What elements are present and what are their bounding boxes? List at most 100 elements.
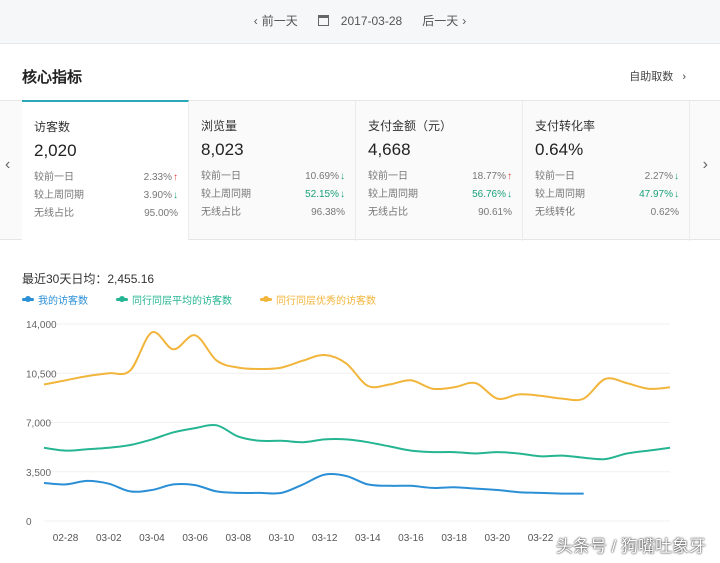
row-value: 95.00% [144,208,178,219]
series-line-mine [43,472,584,495]
chevron-right-icon: › [682,71,686,83]
row-name: 较上周同期 [201,189,251,200]
section-title: 核心指标 [22,69,83,86]
date-bar: ‹ 前一天 2017-03-28 后一天 › [0,0,720,44]
x-tick-label: 03-12 [312,533,338,544]
row-name: 较上周同期 [368,189,418,200]
metric-value: 2,020 [34,141,77,160]
series-line-peer-best [43,331,671,402]
y-tick-label: 14,000 [26,320,57,331]
row-value: 3.90% [143,190,172,201]
current-date: 2017-03-28 [340,13,403,28]
metric-label: 浏览量 [201,119,238,133]
average-summary: 最近30天日均：2,455.16 [22,272,155,286]
row-name: 较前一日 [201,171,241,182]
row-value: 96.38% [311,207,345,218]
x-tick-label: 03-02 [96,533,122,544]
metric-card-visitors[interactable]: 访客数 2,020 较前一日 2.33% ↑ 较上周同期 3.90% ↓ 无线占比 95.… [22,100,189,240]
arrow-up-icon: ↑ [173,172,178,183]
legend-line-icon [260,296,272,302]
metric-row: 较上周同期 47.97% ↓ [535,186,679,204]
x-tick-label: 03-04 [139,533,165,544]
y-tick-label: 10,500 [26,369,57,380]
metric-row: 较前一日 2.33% ↑ [34,169,178,187]
metric-row: 无线转化 0.62% [535,204,679,222]
prev-day-button[interactable]: ‹ 前一天 [254,12,298,29]
y-tick-label: 7,000 [26,419,51,430]
row-name: 无线占比 [34,208,74,219]
metric-row: 较前一日 10.69% ↓ [201,168,345,186]
row-value: 0.62% [650,207,679,218]
row-name: 无线占比 [201,207,241,218]
metric-value: 8,023 [201,140,244,159]
metric-label: 支付转化率 [535,119,596,133]
self-fetch-link[interactable]: 自助取数 › [629,68,686,84]
arrow-down-icon: ↓ [674,189,679,200]
row-name: 无线转化 [535,207,575,218]
metrics-carousel: ‹ 访客数 2,020 较前一日 2.33% ↑ 较上周同期 3.90% ↓ 无线占比 9… [0,100,720,241]
row-name: 较前一日 [368,171,408,182]
row-name: 较前一日 [535,171,575,182]
watermark-text: 头条号 / 狗嘴吐象牙 [555,537,706,556]
legend-item-mine[interactable]: 我的访客数 [22,292,88,307]
metric-card-conversion[interactable]: 支付转化率 0.64% 较前一日 2.27% ↓ 较上周同期 47.97% ↓ 无线转化… [523,101,690,241]
legend-line-icon [116,296,128,302]
row-value: 2.33% [143,172,172,183]
chevron-left-icon: ‹ [253,13,258,28]
metric-label: 访客数 [34,120,71,134]
row-value: 10.69% [305,171,339,182]
row-value: 47.97% [639,189,673,200]
x-tick-label: 03-08 [225,533,251,544]
next-day-label: 后一天 [422,14,459,28]
visitor-trend-chart: 0 3,500 7,000 10,500 14,000 02-28 03-02 03-04 03… [26,320,671,544]
arrow-up-icon: ↑ [507,171,512,182]
calendar-icon [317,15,329,26]
row-value: 52.15% [305,189,339,200]
x-tick-label: 02-28 [53,533,79,544]
carousel-prev-icon[interactable]: ‹ [5,156,11,173]
metric-card-pageviews[interactable]: 浏览量 8,023 较前一日 10.69% ↓ 较上周同期 52.15% ↓ 无线占比 9… [189,101,356,241]
x-tick-label: 03-16 [398,533,424,544]
metric-row: 较前一日 18.77% ↑ [368,168,512,186]
x-tick-label: 03-18 [441,533,467,544]
metric-row: 无线占比 90.61% [368,204,512,222]
row-value: 18.77% [472,171,506,182]
chevron-right-icon: › [462,13,467,28]
x-tick-label: 03-14 [355,533,381,544]
metric-label: 支付金额（元） [368,119,453,133]
arrow-down-icon: ↓ [340,171,345,182]
x-tick-label: 03-22 [528,533,554,544]
carousel-next-icon[interactable]: › [702,156,708,173]
y-tick-label: 0 [26,517,32,528]
next-day-button[interactable]: 后一天 › [422,12,466,29]
metric-value: 0.64% [535,140,584,159]
arrow-down-icon: ↓ [674,171,679,182]
metric-row: 无线占比 95.00% [34,205,178,223]
metric-row: 较上周同期 56.76% ↓ [368,186,512,204]
metric-card-payment-amount[interactable]: 支付金额（元） 4,668 较前一日 18.77% ↑ 较上周同期 56.76% ↓ 无… [356,101,523,241]
chart-legend: 我的访客数 同行同层平均的访客数 同行同层优秀的访客数 [22,292,376,307]
self-fetch-label: 自助取数 [629,71,674,83]
legend-item-peer-average[interactable]: 同行同层平均的访客数 [116,292,232,307]
metric-row: 无线占比 96.38% [201,204,345,222]
row-name: 较前一日 [34,172,74,183]
core-metrics-card: 核心指标 自助取数 › ‹ 访客数 2,020 较前一日 2.33% ↑ 较上周同期… [0,52,720,563]
arrow-down-icon: ↓ [173,190,178,201]
row-name: 较上周同期 [34,190,84,201]
date-navigator: ‹ 前一天 2017-03-28 后一天 › [0,12,720,29]
legend-label: 同行同层优秀的访客数 [276,296,376,307]
arrow-down-icon: ↓ [340,189,345,200]
row-name: 无线占比 [368,207,408,218]
row-value: 56.76% [472,189,506,200]
row-value: 90.61% [478,207,512,218]
legend-item-peer-best[interactable]: 同行同层优秀的访客数 [260,292,376,307]
date-picker[interactable]: 2017-03-28 [317,13,403,28]
arrow-down-icon: ↓ [507,189,512,200]
x-tick-label: 03-20 [485,533,511,544]
x-tick-label: 03-06 [182,533,208,544]
metric-row: 较上周同期 3.90% ↓ [34,187,178,205]
row-name: 较上周同期 [535,189,585,200]
metric-row: 较上周同期 52.15% ↓ [201,186,345,204]
metric-row: 较前一日 2.27% ↓ [535,168,679,186]
legend-label: 我的访客数 [38,296,88,307]
